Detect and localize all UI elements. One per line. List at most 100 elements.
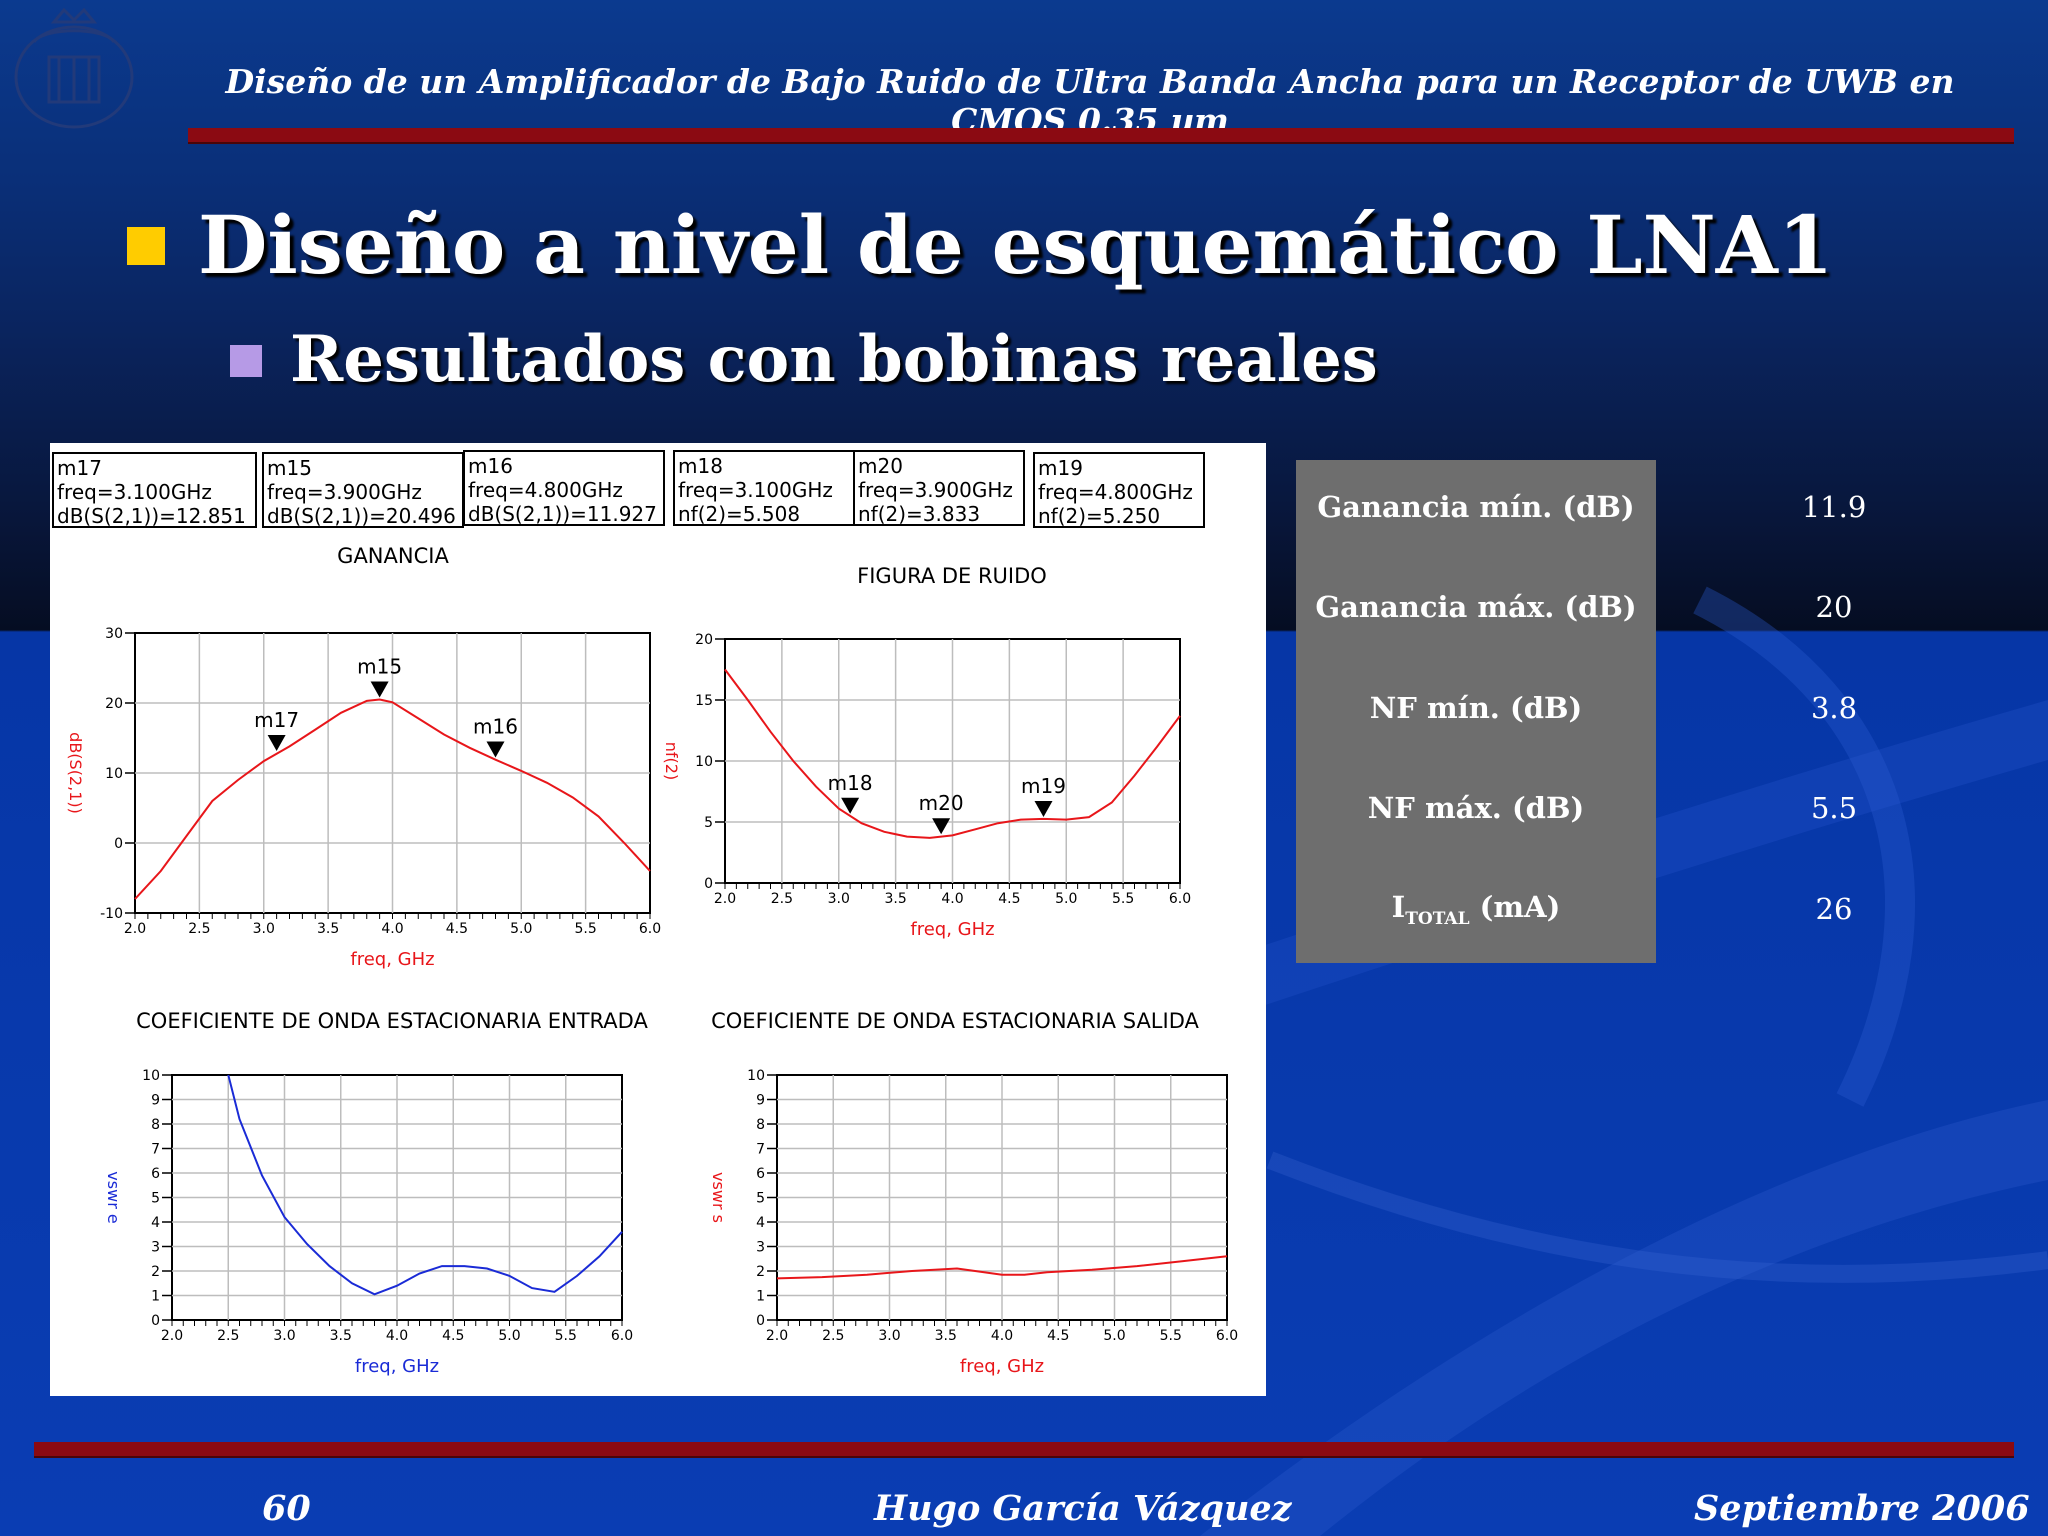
- chart3-xtick-label: 3.0: [878, 1328, 900, 1344]
- slide-subheading: Resultados con bobinas reales: [290, 322, 1378, 397]
- chart0-xtick-label: 4.0: [381, 921, 403, 937]
- chart0-ytick-label: 30: [105, 626, 123, 642]
- marker-text-m19-1: freq=4.800GHz: [1038, 480, 1193, 504]
- table-value-nf-min: 3.8: [1810, 691, 1858, 725]
- chart2-ytick-label: 0: [151, 1313, 160, 1329]
- chart0-marker-label-m17: m17: [254, 708, 299, 732]
- chart0-ytick-label: 10: [105, 766, 123, 782]
- chart2-xtick-label: 3.0: [273, 1328, 295, 1344]
- chart3-ytick-label: 7: [756, 1142, 765, 1158]
- marker-box-m19: [1033, 452, 1205, 528]
- marker-text-m18-2: nf(2)=5.508: [678, 502, 800, 526]
- chart2-xtick-label: 5.5: [555, 1328, 577, 1344]
- slide-heading: Diseño a nivel de esquemático LNA1: [198, 198, 1834, 292]
- table-value-gain-min: 11.9: [1801, 490, 1867, 524]
- chart1-ytick-label: 15: [695, 693, 713, 709]
- table-value-gain-max: 20: [1815, 590, 1853, 624]
- chart0-xtick-label: 3.0: [253, 921, 275, 937]
- marker-box-m15: [262, 452, 464, 528]
- chart2-xtick-label: 3.5: [330, 1328, 352, 1344]
- chart1-xtick-label: 5.5: [1112, 891, 1134, 907]
- chart3-xtick-label: 4.0: [991, 1328, 1013, 1344]
- chart3-ytick-label: 0: [756, 1313, 765, 1329]
- marker-box-m16: [463, 450, 665, 526]
- marker-text-m17-2: dB(S(2,1))=12.851: [57, 504, 246, 528]
- chart0-xtick-label: 5.0: [510, 921, 532, 937]
- chart0-xtick-label: 2.5: [188, 921, 210, 937]
- chart1-xtick-label: 3.5: [884, 891, 906, 907]
- chart2-ytick-label: 8: [151, 1117, 160, 1133]
- chart2-ytick-label: 10: [142, 1068, 160, 1084]
- marker-text-m19-2: nf(2)=5.250: [1038, 504, 1160, 528]
- chart3-ytick-label: 3: [756, 1240, 765, 1256]
- chart3-ylabel: vswr s: [709, 1172, 728, 1223]
- chart0-xtick-label: 2.0: [124, 921, 146, 937]
- marker-text-m16-0: m16: [468, 454, 513, 478]
- footer-date: Septiembre 2006: [1694, 1488, 2030, 1529]
- chart2-title: COEFICIENTE DE ONDA ESTACIONARIA ENTRADA: [136, 1009, 648, 1033]
- chart0-marker-m16: [486, 741, 505, 758]
- table-value-itotal: 26: [1815, 892, 1853, 926]
- chart1-xtick-label: 2.5: [771, 891, 793, 907]
- chart1-xtick-label: 5.0: [1055, 891, 1077, 907]
- chart3-xtick-label: 3.5: [935, 1328, 957, 1344]
- chart1-marker-label-m19: m19: [1021, 774, 1066, 798]
- chart3-ytick-label: 10: [747, 1068, 765, 1084]
- chart0-marker-m15: [370, 681, 389, 698]
- chart0-xtick-label: 4.5: [446, 921, 468, 937]
- chart2-series-line-0: [227, 1074, 623, 1296]
- footer-divider: [34, 1442, 2014, 1456]
- chart3-xtick-label: 2.5: [822, 1328, 844, 1344]
- marker-box-m18: [673, 450, 855, 526]
- chart0-series-line-0: [134, 698, 651, 900]
- table-value-nf-max: 5.5: [1810, 791, 1858, 825]
- chart3-xtick-label: 4.5: [1047, 1328, 1069, 1344]
- table-label-gain-max: Ganancia máx. (dB): [1315, 590, 1637, 624]
- marker-text-m15-2: dB(S(2,1))=20.496: [267, 504, 456, 528]
- marker-box-m20: [853, 450, 1025, 526]
- chart1-series-line-0: [724, 668, 1181, 839]
- marker-text-m20-1: freq=3.900GHz: [858, 478, 1013, 502]
- chart1-marker-m19: [1034, 800, 1053, 817]
- marker-text-m17-0: m17: [57, 456, 102, 480]
- chart1-marker-m18: [841, 797, 860, 814]
- chart2-ytick-label: 1: [151, 1289, 160, 1305]
- chart2-xtick-label: 5.0: [498, 1328, 520, 1344]
- marker-text-m15-1: freq=3.900GHz: [267, 480, 422, 504]
- chart2-ytick-label: 5: [151, 1191, 160, 1207]
- footer-author: Hugo García Vázquez: [874, 1488, 1292, 1529]
- chart1-marker-label-m18: m18: [828, 771, 873, 795]
- chart0-xlabel: freq, GHz: [350, 949, 434, 970]
- chart0-ytick-label: -10: [100, 906, 123, 922]
- marker-text-m18-0: m18: [678, 454, 723, 478]
- chart2-ytick-label: 4: [151, 1215, 160, 1231]
- chart3-ytick-label: 4: [756, 1215, 765, 1231]
- marker-text-m20-0: m20: [858, 454, 903, 478]
- chart2-xtick-label: 4.0: [386, 1328, 408, 1344]
- chart2-ytick-label: 9: [151, 1093, 160, 1109]
- marker-text-m17-1: freq=3.100GHz: [57, 480, 212, 504]
- chart2-xtick-label: 2.0: [161, 1328, 183, 1344]
- chart3-ytick-label: 9: [756, 1093, 765, 1109]
- chart1-ytick-label: 20: [695, 632, 713, 648]
- chart3-xtick-label: 5.5: [1160, 1328, 1182, 1344]
- chart1-xtick-label: 6.0: [1169, 891, 1191, 907]
- chart0-ytick-label: 20: [105, 696, 123, 712]
- chart0-xtick-label: 3.5: [317, 921, 339, 937]
- chart3-ytick-label: 8: [756, 1117, 765, 1133]
- chart0-title: GANANCIA: [337, 544, 449, 568]
- results-table-labels: Ganancia mín. (dB) Ganancia máx. (dB) NF…: [1296, 460, 1656, 963]
- chart1-marker-m20: [932, 818, 951, 835]
- chart2-ytick-label: 7: [151, 1142, 160, 1158]
- chart2-xtick-label: 4.5: [442, 1328, 464, 1344]
- chart1-ytick-label: 0: [704, 876, 713, 892]
- chart3-ytick-label: 5: [756, 1191, 765, 1207]
- simulation-plots: m17freq=3.100GHzdB(S(2,1))=12.851m15freq…: [52, 450, 1238, 1377]
- chart0-xtick-label: 6.0: [639, 921, 661, 937]
- chart3-xtick-label: 6.0: [1216, 1328, 1238, 1344]
- chart2-ytick-label: 3: [151, 1240, 160, 1256]
- marker-box-m17: [52, 452, 257, 528]
- chart1-marker-label-m20: m20: [919, 791, 964, 815]
- chart1-xtick-label: 2.0: [714, 891, 736, 907]
- chart1-xlabel: freq, GHz: [910, 919, 994, 940]
